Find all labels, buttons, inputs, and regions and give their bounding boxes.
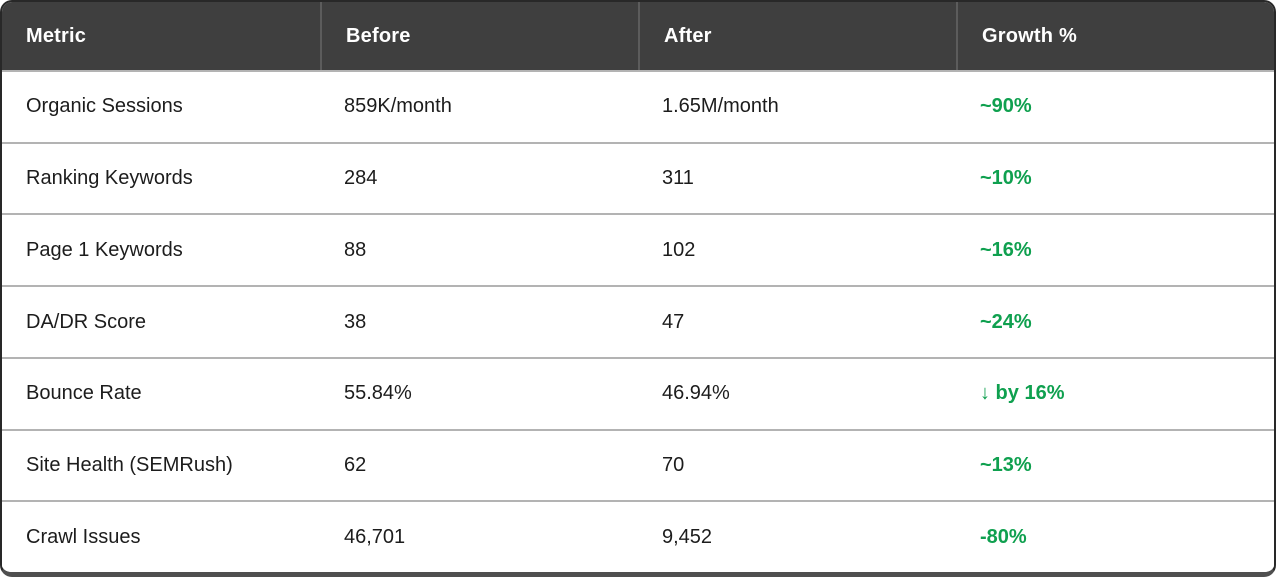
before-cell: 88 <box>344 238 367 261</box>
metric-cell: Organic Sessions <box>26 95 183 118</box>
after-cell: 47 <box>662 310 685 333</box>
metric-cell: Bounce Rate <box>26 382 142 405</box>
metric-cell: Crawl Issues <box>26 525 141 548</box>
before-cell: 284 <box>344 167 378 190</box>
table-row: Organic Sessions 859K/month 1.65M/month … <box>2 70 1274 142</box>
after-cell: 311 <box>662 167 694 190</box>
metric-cell: Ranking Keywords <box>26 167 193 190</box>
column-header-after: After <box>638 2 956 70</box>
growth-cell: ~90% <box>980 95 1032 118</box>
before-cell: 55.84% <box>344 382 412 405</box>
after-cell: 1.65M/month <box>662 95 779 118</box>
column-header-before: Before <box>320 2 638 70</box>
growth-cell: ~13% <box>980 453 1032 476</box>
column-header-growth: Growth % <box>956 2 1274 70</box>
metric-cell: Site Health (SEMRush) <box>26 453 233 476</box>
metric-cell: Page 1 Keywords <box>26 238 183 261</box>
after-cell: 70 <box>662 453 685 476</box>
growth-cell: ~10% <box>980 167 1032 190</box>
column-header-metric: Metric <box>26 24 87 47</box>
after-cell: 46.94% <box>662 382 730 405</box>
growth-cell: ~16% <box>980 238 1032 261</box>
before-cell: 46,701 <box>344 525 406 548</box>
table-row: DA/DR Score 38 47 ~24% <box>2 285 1274 357</box>
growth-cell: ↓ by 16% <box>980 382 1065 405</box>
table-body: Organic Sessions 859K/month 1.65M/month … <box>2 70 1274 572</box>
table-row: Bounce Rate 55.84% 46.94% ↓ by 16% <box>2 356 1274 429</box>
after-cell: 9,452 <box>662 525 713 548</box>
before-cell: 859K/month <box>344 95 452 118</box>
table-header-row: Metric Before After Growth % <box>2 2 1274 70</box>
after-cell: 102 <box>662 238 696 261</box>
table-row: Crawl Issues 46,701 9,452 -80% <box>2 500 1274 572</box>
table-row: Site Health (SEMRush) 62 70 ~13% <box>2 428 1274 501</box>
table-row: Ranking Keywords 284 311 ~10% <box>2 141 1274 214</box>
before-cell: 62 <box>344 453 367 476</box>
table-row: Page 1 Keywords 88 102 ~16% <box>2 213 1274 285</box>
growth-cell: -80% <box>980 525 1027 548</box>
metric-cell: DA/DR Score <box>26 310 147 333</box>
before-cell: 38 <box>344 310 367 333</box>
growth-cell: ~24% <box>980 310 1032 333</box>
